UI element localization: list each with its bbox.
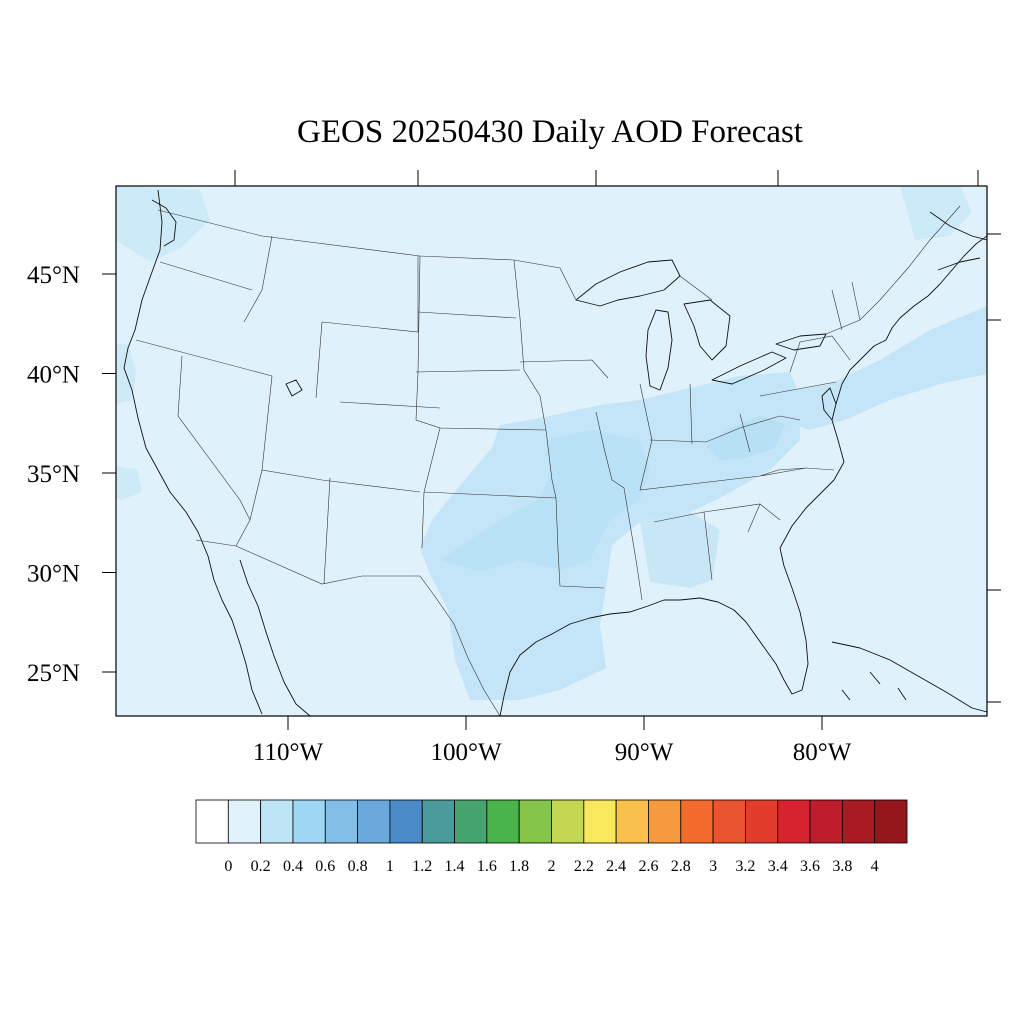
lat-label-45: 45°N	[27, 262, 80, 289]
colorbar-swatch	[292, 799, 326, 844]
colorbar-label: 1.4	[445, 858, 465, 875]
cuba	[831, 641, 987, 713]
state-lines-east	[639, 281, 861, 581]
aod-colorbar: 0 0.2 0.4 0.6 0.8 1 1.2 1.4 1.6 1.8 2 2.2 2.4 2.6 2.8 3…	[195, 799, 908, 875]
political-boundaries	[135, 205, 961, 716]
colorbar-swatch	[227, 799, 262, 844]
colorbar-label: 0.6	[315, 858, 335, 875]
colorbar-swatch	[615, 799, 649, 844]
colorbar-swatch	[648, 799, 682, 844]
colorbar-swatch	[486, 799, 520, 844]
us-mexico-border	[195, 539, 501, 716]
aod-plume-central-texas	[440, 430, 650, 572]
lat-label-25: 25°N	[27, 660, 80, 687]
chesapeake-bay	[821, 387, 837, 421]
colorbar-swatch	[195, 799, 229, 844]
colorbar-swatch	[874, 799, 908, 844]
aod-plume-pacific-south	[116, 466, 142, 500]
state-lines-central	[415, 255, 643, 601]
colorbar-label: 0.2	[251, 858, 271, 875]
aod-plume-maine	[900, 186, 972, 240]
lake-huron	[683, 299, 731, 361]
puget-sound	[151, 199, 177, 247]
map-title: GEOS 20250430 Daily AOD Forecast	[297, 114, 803, 150]
colorbar-label: 3	[709, 858, 717, 875]
colorbar-swatch	[454, 799, 488, 844]
lat-label-40: 40°N	[27, 362, 80, 389]
map-panel: 45°N 40°N 35°N 30°N 25°N 110°W 100°W 90°…	[27, 170, 1001, 766]
lake-erie	[711, 351, 787, 385]
colorbar-label: 0	[224, 858, 232, 875]
colorbar-label: 2	[548, 858, 556, 875]
colorbar-swatch	[745, 799, 779, 844]
colorbar-label: 4	[871, 858, 879, 875]
colorbar-swatch	[389, 799, 423, 844]
colorbar-label: 1.2	[412, 858, 432, 875]
nova-scotia	[929, 211, 987, 271]
latitude-labels: 45°N 40°N 35°N 30°N 25°N	[27, 262, 80, 687]
aod-plume-atlantic	[760, 306, 987, 430]
atlantic-coast	[779, 235, 987, 549]
lake-michigan	[645, 309, 673, 391]
lake-ontario	[775, 333, 827, 351]
colorbar-label: 1	[386, 858, 394, 875]
colorbar-label: 3.6	[800, 858, 820, 875]
colorbar-swatch	[841, 799, 876, 844]
colorbar-label: 2.4	[606, 858, 626, 875]
colorbar-label: 2.6	[638, 858, 658, 875]
us-canada-border	[157, 205, 961, 335]
gulf-coast	[499, 547, 809, 716]
lon-label-90w: 90°W	[615, 739, 674, 766]
gulf-of-california-coast	[239, 559, 311, 716]
lon-label-80w: 80°W	[793, 739, 852, 766]
colorbar-swatch	[777, 799, 811, 844]
colorbar-label: 0.8	[348, 858, 368, 875]
colorbar-swatch	[357, 799, 391, 844]
colorbar-swatch	[809, 799, 843, 844]
longitude-labels: 110°W 100°W 90°W 80°W	[253, 739, 852, 766]
colorbar-label: 2.8	[671, 858, 691, 875]
aod-plume-pacific-north	[116, 186, 210, 262]
colorbar-swatch	[421, 799, 455, 844]
great-salt-lake	[285, 379, 303, 397]
bahamas	[841, 671, 907, 701]
aod-field	[116, 186, 987, 700]
colorbar-label: 1.6	[477, 858, 497, 875]
lon-label-110w: 110°W	[253, 739, 324, 766]
colorbar-swatch	[583, 799, 617, 844]
lat-label-30: 30°N	[27, 561, 80, 588]
coastlines	[123, 189, 987, 716]
aod-plume-gulf-coast	[640, 512, 720, 588]
lat-label-35: 35°N	[27, 461, 80, 488]
axis-ticks	[102, 170, 1001, 730]
colorbar-label: 3.2	[735, 858, 755, 875]
colorbar-swatch	[680, 799, 714, 844]
lon-label-100w: 100°W	[430, 739, 501, 766]
colorbar-swatch	[518, 799, 552, 844]
west-coast-outline	[123, 189, 263, 715]
map-frame	[115, 185, 988, 717]
aod-plume-appalachian	[706, 416, 785, 460]
colorbar-label: 3.8	[832, 858, 852, 875]
colorbar-label: 2.2	[574, 858, 594, 875]
colorbar-label: 1.8	[509, 858, 529, 875]
colorbar-swatch	[324, 799, 358, 844]
colorbar-label: 0.4	[283, 858, 303, 875]
state-lines-west	[135, 235, 441, 585]
aod-plume-southern	[420, 372, 800, 700]
colorbar-swatch	[712, 799, 746, 844]
colorbar-swatch	[551, 799, 585, 844]
colorbar-swatch	[260, 799, 294, 844]
colorbar-label: 3.4	[768, 858, 788, 875]
